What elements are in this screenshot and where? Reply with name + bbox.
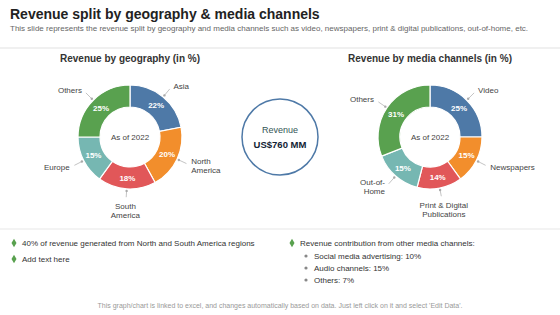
- center-circle: [242, 99, 318, 175]
- leader-line: [378, 102, 385, 107]
- data-label: 14%: [430, 173, 446, 182]
- bullet-marker: [304, 278, 307, 281]
- center-note: As of 2022: [411, 133, 450, 142]
- category-label: SouthAmerica: [111, 202, 141, 220]
- center-text: US$760 MM: [254, 139, 307, 150]
- category-label: Others: [350, 95, 374, 104]
- footer: This graph/chart is linked to excel, and…: [98, 302, 463, 310]
- bullet-text: Revenue contribution from other media ch…: [300, 239, 475, 248]
- bullet-text: Social media advertising: 10%: [314, 252, 421, 261]
- bullet-marker: [11, 239, 16, 248]
- data-label: 15%: [85, 151, 101, 160]
- category-label: Europe: [44, 163, 70, 172]
- center-text: Revenue: [262, 125, 298, 135]
- leader-line: [389, 178, 395, 184]
- bullet-text: 40% of revenue generated from North and …: [22, 239, 255, 248]
- bullet-text: Others: 7%: [314, 276, 354, 285]
- bullet-marker: [304, 254, 307, 257]
- leader-line: [74, 162, 81, 166]
- leader-line: [179, 160, 187, 164]
- bullet-marker: [11, 255, 16, 264]
- leader-dot: [178, 159, 180, 161]
- data-label: 25%: [93, 104, 109, 113]
- category-label: Out-of-Home: [360, 178, 385, 196]
- divider: [0, 229, 560, 230]
- bullet-marker: [304, 266, 307, 269]
- data-label: 15%: [459, 151, 475, 160]
- slice: [378, 85, 430, 156]
- slice: [78, 137, 112, 179]
- category-label: NorthAmerica: [191, 157, 221, 175]
- category-label: Print & DigitalPublications: [420, 201, 469, 219]
- data-label: 22%: [148, 101, 164, 110]
- title: Revenue split by geography & media chann…: [10, 6, 320, 22]
- category-label: Newspapers: [490, 163, 534, 172]
- center-note: As of 2022: [111, 133, 150, 142]
- slice: [417, 161, 460, 189]
- bullet-text: Audio channels: 15%: [314, 264, 389, 273]
- category-label: Video: [478, 86, 499, 95]
- slice: [130, 85, 181, 131]
- leader-line: [478, 162, 485, 166]
- data-label: 20%: [159, 150, 175, 159]
- slice: [430, 85, 482, 137]
- center-badge: Revenue US$760 MM: [242, 99, 318, 175]
- panel-title: Revenue by geography (in %): [60, 53, 200, 64]
- panel-title: Revenue by media channels (in %): [348, 53, 512, 64]
- donut: 22% 20% 18% 15% 25% Asia NorthAmerica SouthAmer…: [44, 82, 221, 221]
- divider: [0, 48, 560, 49]
- donut: 25% 15% 14% 15% 31% Video Newspapers Print & Di…: [350, 85, 535, 219]
- bullet-marker: [289, 239, 294, 248]
- data-label: 31%: [388, 110, 404, 119]
- slice: [78, 85, 130, 137]
- data-label: 18%: [119, 174, 135, 183]
- leader-line: [440, 190, 441, 196]
- category-label: Asia: [173, 82, 189, 91]
- leader-dot: [81, 160, 83, 162]
- bullet-text: Add text here: [22, 255, 70, 264]
- data-label: 15%: [395, 164, 411, 173]
- data-label: 25%: [451, 104, 467, 113]
- leader-line: [86, 93, 92, 99]
- chart-root: Revenue split by geography & media chann…: [0, 0, 560, 315]
- leader-line: [164, 89, 169, 95]
- leader-line: [468, 93, 474, 99]
- leader-line: [126, 191, 127, 197]
- category-label: Others: [58, 86, 82, 95]
- subtitle: This slide represents the revenue split …: [10, 24, 528, 33]
